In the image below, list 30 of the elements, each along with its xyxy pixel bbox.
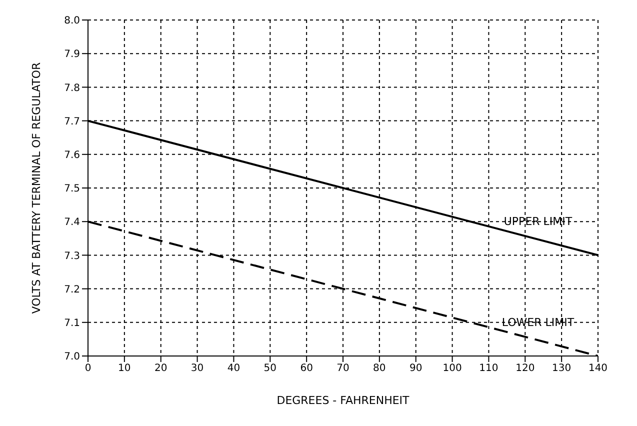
- x-tick-label: 140: [588, 363, 608, 374]
- x-tick-label: 70: [336, 363, 350, 374]
- x-tick-label: 130: [552, 363, 572, 374]
- x-tick-label: 50: [264, 363, 277, 374]
- x-tick-label: 60: [300, 363, 313, 374]
- y-tick-label: 7.1: [64, 318, 80, 329]
- y-axis-title: VOLTS AT BATTERY TERMINAL OF REGULATOR: [30, 62, 43, 314]
- y-tick-label: 7.9: [64, 49, 80, 60]
- series-label: LOWER LIMIT: [502, 316, 574, 329]
- x-tick-label: 10: [118, 363, 131, 374]
- x-tick-label: 80: [373, 363, 386, 374]
- y-tick-label: 7.3: [64, 250, 80, 262]
- y-tick-label: 7.4: [64, 217, 80, 228]
- series-label: UPPER LIMIT: [504, 215, 572, 228]
- y-tick-label: 7.7: [64, 116, 80, 128]
- y-tick-label: 7.2: [64, 284, 80, 296]
- x-tick-label: 0: [84, 363, 92, 374]
- x-tick-label: 100: [442, 363, 462, 374]
- x-tick-label: 20: [154, 363, 168, 374]
- x-tick-label: 40: [227, 363, 240, 374]
- y-tick-label: 8.0: [64, 16, 80, 27]
- y-tick-label: 7.5: [64, 184, 80, 195]
- x-tick-label: 120: [516, 363, 535, 374]
- y-tick-label: 7.0: [64, 352, 80, 363]
- x-tick-label: 110: [479, 363, 498, 374]
- x-tick-label: 90: [409, 363, 422, 374]
- x-tick-label: 30: [190, 363, 204, 374]
- y-tick-label: 7.8: [64, 82, 80, 94]
- y-tick-label: 7.6: [64, 150, 80, 161]
- x-axis-title: DEGREES - FAHRENHEIT: [276, 394, 410, 407]
